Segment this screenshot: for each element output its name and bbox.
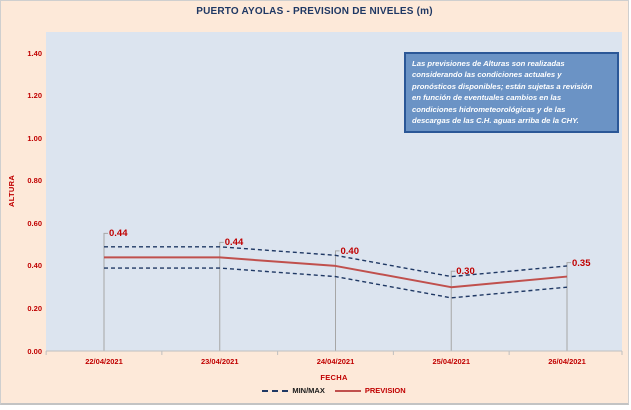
y-tick-label: 0.00 bbox=[27, 346, 42, 356]
data-point-label: 0.30 bbox=[456, 266, 475, 278]
series-lines bbox=[45, 232, 623, 355]
x-axis-title: FECHA bbox=[320, 373, 348, 382]
legend-item: PREVISION bbox=[334, 386, 406, 395]
data-point-label: 0.40 bbox=[340, 245, 360, 257]
drop-line bbox=[103, 232, 108, 351]
note-text-line: descargas de las C.H. aguas arriba de la… bbox=[412, 116, 579, 126]
minmax-series-line bbox=[104, 267, 568, 299]
data-point-label: 0.44 bbox=[224, 237, 244, 249]
note-text-line: Las previsiones de Alturas son realizada… bbox=[412, 59, 565, 68]
minmax-series-line bbox=[104, 246, 568, 278]
y-tick-label: 0.40 bbox=[27, 261, 42, 271]
note-text-line: condiciones hidrometeorológicas y de las bbox=[412, 104, 566, 114]
note-text-line: en función de eventuales cambios en las bbox=[412, 93, 562, 103]
note-box: Las previsiones de Alturas son realizada… bbox=[404, 52, 619, 134]
y-tick-label: 0.80 bbox=[27, 176, 42, 186]
drop-line bbox=[335, 250, 340, 351]
prevision-series-line bbox=[104, 256, 568, 289]
x-tick-label: 23/04/2021 bbox=[200, 357, 239, 366]
solid-line-icon bbox=[334, 389, 361, 392]
drop-line bbox=[566, 262, 571, 351]
legend-label: MIN/MAX bbox=[292, 386, 325, 395]
legend-item: MIN/MAX bbox=[262, 386, 325, 395]
data-point-label: 0.44 bbox=[109, 228, 128, 240]
drop-line bbox=[450, 270, 456, 351]
chart-title: PUERTO AYOLAS - PREVISION DE NIVELES (m) bbox=[196, 6, 433, 17]
note-text-line: pronósticos disponibles; están sujetas a… bbox=[412, 81, 593, 91]
y-axis-title: ALTURA bbox=[7, 174, 16, 208]
y-tick-label: 0.20 bbox=[27, 303, 42, 313]
x-tick-label: 25/04/2021 bbox=[432, 357, 471, 366]
y-tick-label: 1.40 bbox=[27, 48, 42, 58]
legend: MIN/MAX PREVISION bbox=[46, 386, 622, 395]
y-tick-label: 1.20 bbox=[27, 91, 42, 101]
drop-line bbox=[219, 241, 224, 351]
data-point-label: 0.35 bbox=[572, 257, 591, 269]
x-tick-label: 26/04/2021 bbox=[548, 357, 586, 366]
x-tick-label: 22/04/2021 bbox=[85, 357, 123, 366]
dashed-line-icon bbox=[262, 389, 289, 392]
y-tick-label: 1.00 bbox=[27, 133, 42, 143]
note-text-line: considerando las condiciones actuales y bbox=[412, 70, 562, 80]
y-tick-label: 0.60 bbox=[27, 218, 42, 228]
x-tick-label: 24/04/2021 bbox=[316, 357, 355, 366]
legend-label: PREVISION bbox=[364, 386, 406, 395]
